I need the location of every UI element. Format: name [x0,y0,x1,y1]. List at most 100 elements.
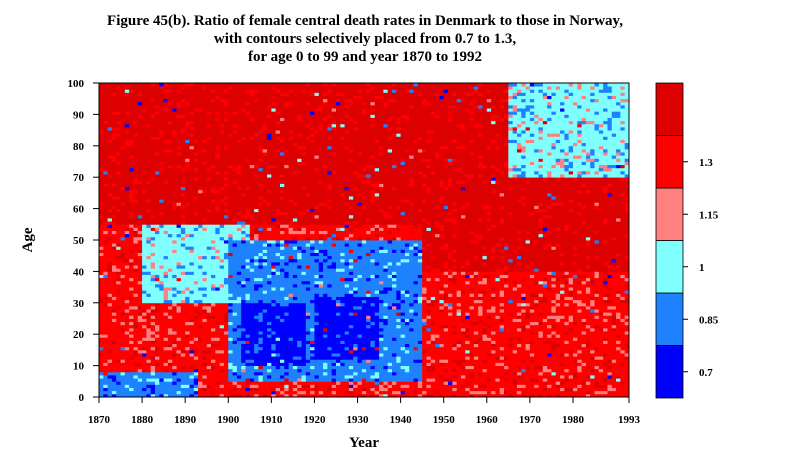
heatmap-cell [258,387,264,392]
heatmap-cell [137,230,143,235]
heatmap-cell [267,161,272,166]
heatmap-cell [189,283,195,288]
heatmap-cell [150,337,156,341]
heatmap-cell [129,230,134,235]
heatmap-cell [176,368,182,373]
heatmap-cell [232,208,238,213]
heatmap-cell [292,95,298,100]
heatmap-cell [189,296,195,301]
heatmap-cell [228,334,233,338]
heatmap-cell [284,258,289,263]
heatmap-cell [120,302,126,307]
heatmap-cell [215,249,221,253]
heatmap-cell [219,393,225,398]
heatmap-cell [297,174,302,178]
heatmap-cell [258,221,264,225]
heatmap-cell [241,246,246,250]
heatmap-cell [137,315,143,319]
heatmap-cell [258,95,264,100]
heatmap-cell [116,230,121,235]
heatmap-cell [249,170,255,175]
heatmap-cell [223,139,229,144]
heatmap-cell [120,318,126,323]
heatmap-cell [305,318,311,323]
heatmap-cell [271,353,277,357]
heatmap-cell [172,123,177,128]
heatmap-cell [103,390,109,395]
heatmap-cell [279,98,285,103]
heatmap-cell [176,158,182,162]
heatmap-cell [288,327,294,332]
heatmap-cell [202,362,208,366]
heatmap-cell [146,274,152,279]
heatmap-cell [288,365,294,370]
heatmap-cell [133,312,139,316]
heatmap-cell [245,387,251,392]
heatmap-cell [206,86,212,90]
heatmap-cell [146,208,152,213]
heatmap-cell [211,177,216,181]
heatmap-cell [228,83,233,87]
heatmap-cell [103,114,109,118]
heatmap-cell [198,315,203,319]
heatmap-cell [150,139,156,144]
heatmap-cell [185,139,190,144]
heatmap-cell [305,224,311,228]
heatmap-cell [116,346,121,351]
heatmap-cell [271,337,277,341]
heatmap-cell [172,331,177,335]
heatmap-cell [120,309,126,313]
heatmap-cell [159,246,165,250]
heatmap-cell [258,92,264,96]
heatmap-cell [146,108,152,112]
heatmap-cell [107,378,113,382]
heatmap-cell [223,145,229,150]
heatmap-cell [176,104,182,109]
heatmap-cell [245,86,251,90]
heatmap-cell [211,230,216,235]
heatmap-cell [120,280,126,285]
heatmap-cell [249,240,255,244]
heatmap-cell [232,334,238,338]
heatmap-cell [180,268,186,272]
heatmap-cell [215,183,221,188]
heatmap-cell [223,120,229,125]
heatmap-cell [185,170,190,175]
heatmap-cell [176,196,182,200]
heatmap-cell [228,343,233,348]
heatmap-cell [142,356,147,360]
heatmap-cell [271,155,277,159]
heatmap-cell [241,243,246,247]
heatmap-cell [167,208,173,213]
heatmap-cell [236,327,242,332]
heatmap-cell [271,117,277,122]
heatmap-cell [215,280,221,285]
heatmap-cell [249,353,255,357]
heatmap-cell [180,255,186,260]
heatmap-cell [99,183,104,188]
heatmap-cell [159,145,165,150]
heatmap-cell [297,302,302,307]
heatmap-cell [275,111,281,115]
heatmap-cell [241,359,246,363]
heatmap-cell [301,343,307,348]
heatmap-cell [163,224,169,228]
heatmap-cell [249,164,255,169]
heatmap-cell [305,133,311,137]
heatmap-cell [137,261,143,266]
heatmap-cell [189,346,195,351]
heatmap-cell [150,362,156,366]
heatmap-cell [305,130,311,134]
heatmap-cell [124,299,130,304]
heatmap-cell [189,353,195,357]
heatmap-cell [254,92,259,96]
heatmap-cell [245,252,251,257]
heatmap-cell [111,334,117,338]
heatmap-cell [198,337,203,341]
heatmap-cell [159,161,165,166]
heatmap-cell [215,192,221,197]
heatmap-cell [180,346,186,351]
heatmap-cell [310,130,315,134]
heatmap-cell [215,174,221,178]
heatmap-cell [133,271,139,275]
